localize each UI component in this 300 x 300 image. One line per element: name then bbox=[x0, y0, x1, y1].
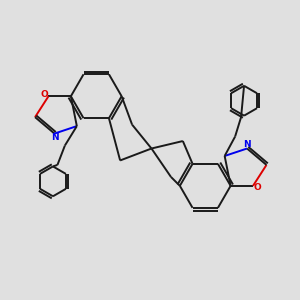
Text: O: O bbox=[253, 183, 261, 192]
Text: N: N bbox=[243, 140, 251, 149]
Text: N: N bbox=[51, 133, 58, 142]
Text: O: O bbox=[41, 90, 49, 99]
